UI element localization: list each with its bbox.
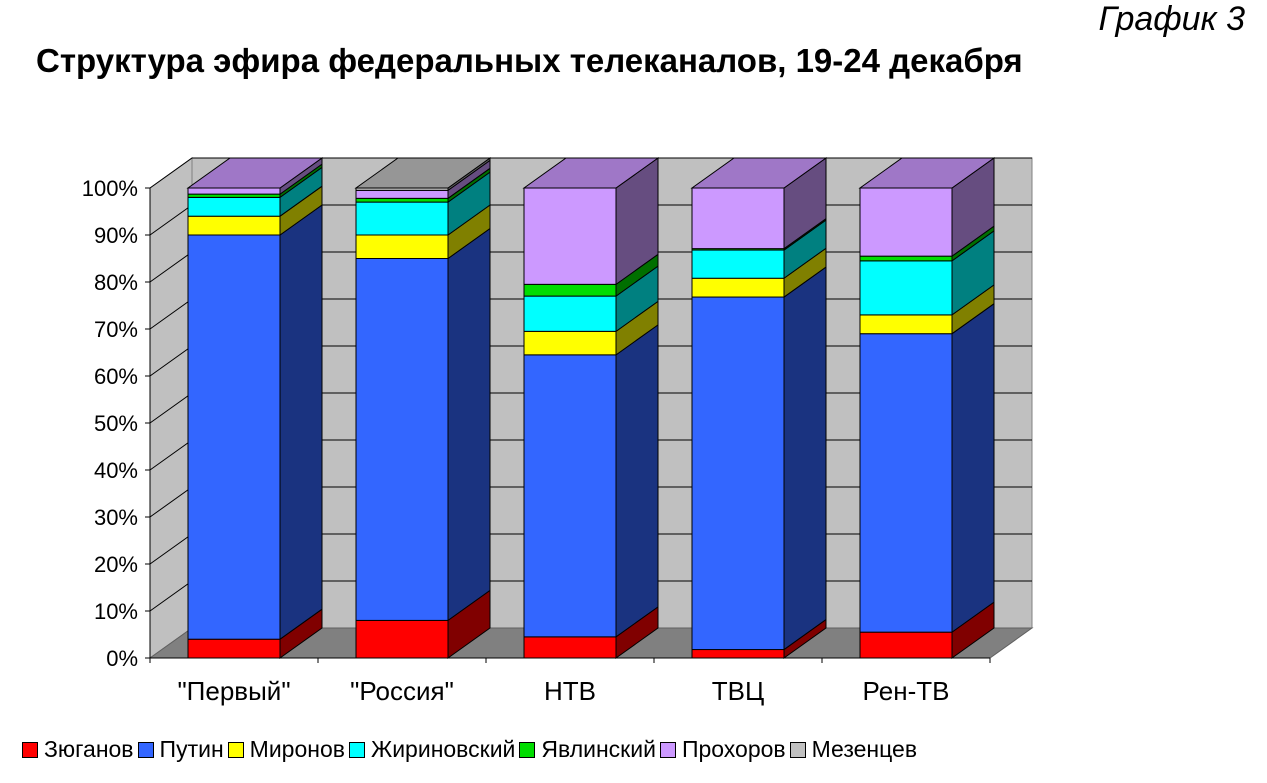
x-category-label: ТВЦ — [712, 676, 764, 706]
bar-segment — [187, 215, 281, 236]
bar-segment-side — [615, 323, 659, 638]
bar-segment — [859, 333, 953, 633]
legend-item: Зюганов — [22, 736, 134, 763]
bar-top — [858, 157, 996, 189]
bar-segment-side — [951, 302, 995, 634]
legend-item: Явлинский — [519, 736, 656, 763]
y-tick-label: 40% — [94, 458, 138, 483]
bar-segment — [355, 201, 449, 236]
legend-label: Явлинский — [541, 736, 656, 762]
bar-segment — [187, 234, 281, 640]
x-category-label: НТВ — [544, 676, 596, 706]
legend-swatch — [137, 742, 154, 758]
bar-segment-side — [447, 227, 491, 622]
y-tick-label: 60% — [94, 364, 138, 389]
bar-segment — [355, 619, 449, 659]
legend-item: Жириновский — [348, 736, 516, 763]
y-tick-label: 10% — [94, 599, 138, 624]
bar-segment — [355, 189, 449, 199]
bar-segment — [355, 258, 449, 621]
bar-segment — [691, 296, 785, 651]
bar-segment — [523, 330, 617, 356]
bar-segment — [523, 295, 617, 332]
bar-segment — [523, 187, 617, 285]
bar-top — [354, 157, 492, 189]
y-tick-label: 90% — [94, 223, 138, 248]
bar-segment — [187, 187, 281, 195]
x-category-label: Рен-ТВ — [863, 676, 950, 706]
bar-segment — [859, 260, 953, 316]
bar-top — [690, 157, 828, 189]
y-tick-label: 20% — [94, 552, 138, 577]
y-tick-label: 80% — [94, 270, 138, 295]
bar-segment-side — [783, 266, 827, 651]
bar-segment — [691, 649, 785, 659]
legend-item: Мезенцев — [789, 736, 918, 763]
chart-legend: Зюганов Путин Миронов Жириновский Явлинский П… — [22, 736, 1047, 770]
bar-top — [522, 157, 660, 189]
bar-segment — [859, 255, 953, 262]
graph-number-label: График 3 — [1098, 0, 1245, 38]
legend-label: Путин — [159, 736, 224, 762]
bar-segment — [523, 354, 617, 638]
legend-swatch — [789, 742, 806, 758]
bar-segment — [859, 187, 953, 257]
legend-swatch — [659, 742, 676, 758]
legend-item: Путин — [137, 736, 224, 763]
legend-label: Жириновский — [370, 736, 516, 762]
legend-item: Миронов — [227, 736, 345, 763]
bar-segment — [691, 249, 785, 279]
y-tick-label: 50% — [94, 411, 138, 436]
x-category-label: "Первый" — [177, 676, 290, 706]
bar-segment — [523, 636, 617, 659]
bar-segment — [523, 283, 617, 297]
legend-swatch — [519, 742, 536, 758]
bar-segment — [187, 196, 281, 217]
bar-segment — [859, 314, 953, 335]
bar-segment — [691, 187, 785, 250]
legend-swatch — [22, 742, 38, 758]
bar-segment — [355, 234, 449, 259]
bar-segment-side — [279, 204, 323, 641]
bar-segment — [859, 631, 953, 659]
legend-swatch — [348, 742, 365, 758]
chart-title: Структура эфира федеральных телеканалов,… — [36, 42, 1023, 79]
y-tick-label: 30% — [94, 505, 138, 530]
bar-segment — [691, 277, 785, 298]
legend-label: Прохоров — [681, 736, 786, 762]
y-tick-label: 70% — [94, 317, 138, 342]
bar-segment — [355, 197, 449, 203]
y-tick-label: 100% — [82, 176, 138, 201]
x-category-label: "Россия" — [350, 676, 454, 706]
y-tick-label: 0% — [106, 646, 138, 671]
legend-label: Миронов — [249, 736, 345, 762]
legend-label: Зюганов — [44, 736, 134, 762]
legend-swatch — [227, 742, 244, 758]
legend-item: Прохоров — [659, 736, 786, 763]
bar-segment — [187, 638, 281, 659]
legend-label: Мезенцев — [811, 736, 918, 762]
bar-top — [186, 157, 324, 189]
